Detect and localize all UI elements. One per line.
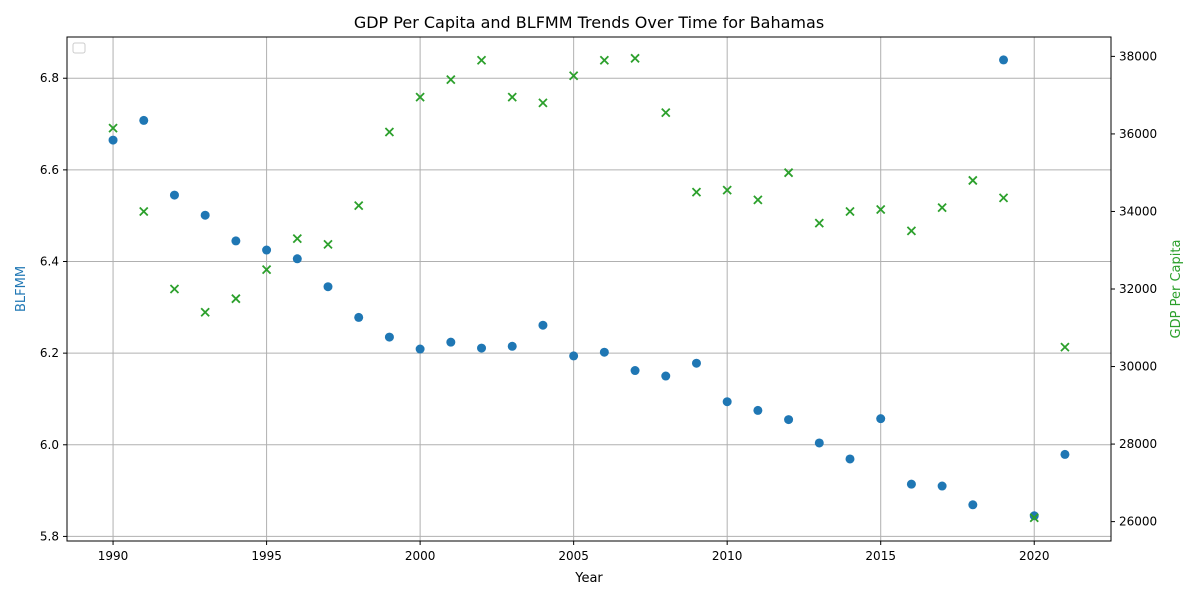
y-right-tick-label: 30000 bbox=[1119, 360, 1157, 374]
gdp-per-capita-point bbox=[661, 107, 671, 118]
blfmm-point bbox=[507, 341, 517, 351]
x-tick-label: 1995 bbox=[251, 549, 282, 563]
y-left-tick-label: 6.2 bbox=[40, 346, 59, 360]
blfmm-point bbox=[937, 481, 947, 491]
blfmm-point bbox=[262, 245, 272, 255]
y-left-tick-label: 6.8 bbox=[40, 71, 59, 85]
blfmm-point bbox=[753, 405, 763, 415]
y-right-tick-label: 32000 bbox=[1119, 282, 1157, 296]
gdp-per-capita-point bbox=[476, 55, 487, 65]
gdp-per-capita-point bbox=[783, 168, 794, 178]
x-tick-label: 2010 bbox=[712, 549, 743, 563]
x-tick-label: 2020 bbox=[1019, 549, 1050, 563]
grid bbox=[67, 37, 1111, 541]
x-axis: 1990 1995 2000 2005 2010 2015 2020 bbox=[98, 541, 1050, 563]
blfmm-point bbox=[108, 135, 118, 145]
gdp-per-capita-point bbox=[722, 185, 732, 195]
gdp-per-capita-point bbox=[354, 201, 364, 211]
blfmm-point bbox=[139, 115, 149, 125]
blfmm-point bbox=[845, 454, 855, 464]
gdp-per-capita-point bbox=[292, 233, 302, 244]
gdp-per-capita-point bbox=[261, 264, 272, 275]
chart-title: GDP Per Capita and BLFMM Trends Over Tim… bbox=[354, 13, 824, 32]
y-left-tick-label: 6.6 bbox=[40, 163, 59, 177]
gdp-per-capita-point bbox=[876, 204, 886, 215]
gdp-per-capita-point bbox=[384, 127, 395, 137]
gdp-per-capita-point bbox=[998, 193, 1009, 203]
legend-box bbox=[72, 42, 86, 54]
x-tick-label: 2000 bbox=[405, 549, 436, 563]
series-blfmm bbox=[108, 55, 1070, 521]
blfmm-point bbox=[446, 337, 456, 347]
gdp-per-capita-point bbox=[415, 92, 425, 102]
blfmm-point bbox=[292, 254, 302, 264]
gdp-per-capita-point bbox=[200, 307, 210, 317]
blfmm-point bbox=[599, 347, 609, 357]
y-axis-left-label: BLFMM bbox=[14, 266, 29, 312]
blfmm-point bbox=[384, 332, 394, 342]
blfmm-point bbox=[999, 55, 1009, 65]
y-left-tick-label: 5.8 bbox=[40, 529, 59, 543]
blfmm-point bbox=[630, 366, 640, 376]
gdp-per-capita-point bbox=[599, 55, 609, 65]
plot-frame bbox=[66, 36, 1112, 542]
gdp-per-capita-point bbox=[538, 98, 548, 108]
blfmm-point bbox=[722, 397, 732, 407]
x-axis-label: Year bbox=[574, 571, 603, 586]
y-right-tick-label: 38000 bbox=[1119, 49, 1157, 63]
gdp-per-capita-point bbox=[169, 284, 180, 294]
y-axis-left: 5.8 6.0 6.2 6.4 6.6 6.8 bbox=[40, 71, 67, 543]
gdp-per-capita-point bbox=[569, 71, 579, 81]
y-axis-right-label: GDP Per Capita bbox=[1169, 240, 1184, 339]
y-axis-right: 26000 28000 30000 32000 34000 36000 38000 bbox=[1111, 49, 1157, 529]
gdp-per-capita-point bbox=[507, 92, 517, 102]
y-right-tick-label: 34000 bbox=[1119, 204, 1157, 218]
gdp-per-capita-point bbox=[231, 294, 241, 304]
blfmm-point bbox=[661, 371, 671, 381]
blfmm-point bbox=[906, 479, 916, 489]
blfmm-point bbox=[1060, 449, 1070, 459]
x-tick-label: 2015 bbox=[865, 549, 896, 563]
gdp-per-capita-point bbox=[937, 202, 947, 213]
y-right-tick-label: 36000 bbox=[1119, 127, 1157, 141]
series-gdp-per-capita bbox=[108, 53, 1070, 523]
gdp-per-capita-point bbox=[446, 75, 456, 85]
blfmm-point bbox=[169, 190, 179, 200]
blfmm-point bbox=[323, 282, 333, 292]
gdp-per-capita-point bbox=[108, 123, 118, 133]
y-right-tick-label: 28000 bbox=[1119, 437, 1157, 451]
gdp-per-capita-point bbox=[814, 218, 824, 228]
blfmm-point bbox=[968, 500, 978, 510]
blfmm-point bbox=[569, 351, 579, 361]
gdp-per-capita-point bbox=[753, 195, 763, 205]
gdp-per-capita-point bbox=[630, 53, 640, 63]
gdp-per-capita-point bbox=[845, 206, 855, 217]
gdp-per-capita-point bbox=[1029, 513, 1039, 523]
y-right-tick-label: 26000 bbox=[1119, 515, 1157, 529]
blfmm-point bbox=[231, 236, 241, 246]
blfmm-point bbox=[814, 438, 824, 448]
gdp-per-capita-point bbox=[691, 187, 702, 197]
x-tick-label: 1990 bbox=[98, 549, 129, 563]
gdp-per-capita-point bbox=[968, 175, 978, 186]
gdp-per-capita-point bbox=[906, 226, 917, 236]
blfmm-point bbox=[415, 344, 425, 354]
gdp-per-capita-point bbox=[139, 206, 149, 217]
blfmm-point bbox=[538, 320, 548, 330]
blfmm-point bbox=[200, 210, 210, 220]
blfmm-point bbox=[477, 343, 487, 353]
blfmm-point bbox=[784, 415, 794, 425]
y-left-tick-label: 6.0 bbox=[40, 438, 59, 452]
blfmm-point bbox=[876, 414, 886, 424]
y-left-tick-label: 6.4 bbox=[40, 255, 59, 269]
blfmm-point bbox=[354, 312, 364, 322]
blfmm-point bbox=[1029, 511, 1039, 521]
blfmm-point bbox=[691, 358, 701, 368]
gdp-per-capita-point bbox=[323, 239, 333, 250]
x-tick-label: 2005 bbox=[558, 549, 589, 563]
gdp-per-capita-point bbox=[1060, 342, 1070, 352]
